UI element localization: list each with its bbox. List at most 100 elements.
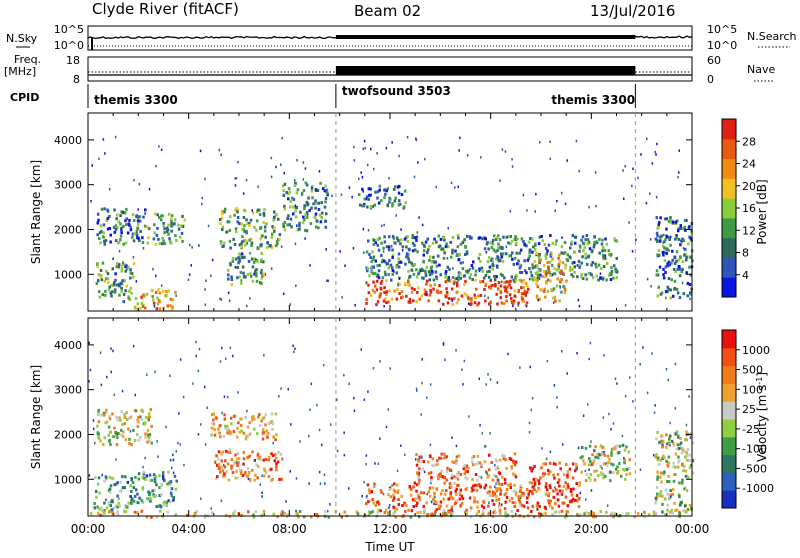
power-cell [660,234,663,238]
colorbar-tick-label: 8 [742,247,749,260]
velocity-cell [231,471,235,475]
velocity-cell [158,494,161,497]
station-title: Clyde River (fitACF) [92,0,239,18]
power-cell [584,252,587,256]
power-cell [554,209,556,212]
cpid-label: CPID [10,91,39,104]
velocity-cell [260,419,263,423]
velocity-cell [626,511,630,515]
velocity-cell [673,501,676,505]
velocity-cell [267,431,270,435]
power-cell [615,276,618,280]
velocity-cell [443,456,446,460]
power-cell [560,278,563,282]
power-cell [407,257,410,261]
power-cell [384,273,387,277]
velocity-cell [459,488,463,492]
velocity-cell [541,472,545,476]
power-cell [662,253,665,257]
power-cell [395,236,399,240]
velocity-cell [496,466,500,470]
velocity-cell [159,505,163,509]
power-cell [418,297,421,301]
power-cell [119,222,122,226]
power-cell [107,281,110,285]
power-cell [484,282,488,286]
power-cell [450,255,453,259]
velocity-cell [217,457,220,461]
power-cell [502,302,506,305]
power-cell [248,223,251,227]
power-cell [243,229,246,233]
velocity-cell [616,451,620,455]
power-cell [162,289,165,293]
power-cell [282,292,285,295]
velocity-cell [415,387,418,391]
velocity-cell [160,482,163,486]
power-cell [120,269,123,273]
power-cell [255,274,258,278]
velocity-cell [230,422,233,426]
power-cell [438,284,441,287]
velocity-cell [113,483,116,487]
velocity-cell [224,459,227,463]
power-cell [487,247,490,251]
velocity-cell [600,451,604,455]
velocity-cell [485,470,487,474]
velocity-cell [272,512,275,516]
power-cell [656,142,658,146]
velocity-cell [552,495,555,499]
power-cell [259,271,263,275]
power-cell [397,282,400,286]
power-cell [537,242,541,246]
power-cell [428,293,432,297]
colorbar-swatch [722,436,736,456]
power-cell [358,177,360,181]
velocity-cell [171,466,173,469]
power-cell [457,185,459,189]
velocity-cell [365,462,367,466]
power-cell [678,149,680,152]
power-cell [280,163,282,166]
velocity-cell [257,457,260,461]
power-cell [684,228,687,232]
velocity-cell [275,462,278,466]
velocity-cell [565,487,568,491]
velocity-cell [274,453,277,457]
power-cell [137,215,140,219]
velocity-cell [175,450,177,453]
power-cell [117,282,120,286]
velocity-cell [456,477,460,481]
power-cell [96,221,99,225]
power-cell [319,220,323,224]
velocity-cell [690,506,693,510]
power-cell [430,260,434,264]
power-cell [444,270,448,273]
power-cell [246,272,250,276]
power-cell [491,267,495,271]
colorbar-swatch [722,198,736,219]
velocity-cell [124,438,128,442]
velocity-cell [472,463,475,467]
power-cell [605,257,607,260]
velocity-cell [489,432,491,435]
power-cell [399,238,403,242]
velocity-cell [665,433,668,437]
power-cell [497,287,500,291]
power-cell [105,277,108,281]
power-cell [597,263,601,267]
velocity-cell [127,501,130,505]
power-cell [525,284,529,288]
power-cell [608,253,611,256]
velocity-cell [501,503,503,506]
velocity-cell [566,473,569,477]
power-cell [369,193,372,197]
velocity-cell [309,408,311,411]
power-cell [488,285,491,289]
power-cell [499,179,501,182]
power-cell [443,251,446,255]
velocity-cell [162,501,165,505]
power-cell [496,302,499,306]
power-cell [254,258,257,261]
velocity-cell [685,430,688,434]
